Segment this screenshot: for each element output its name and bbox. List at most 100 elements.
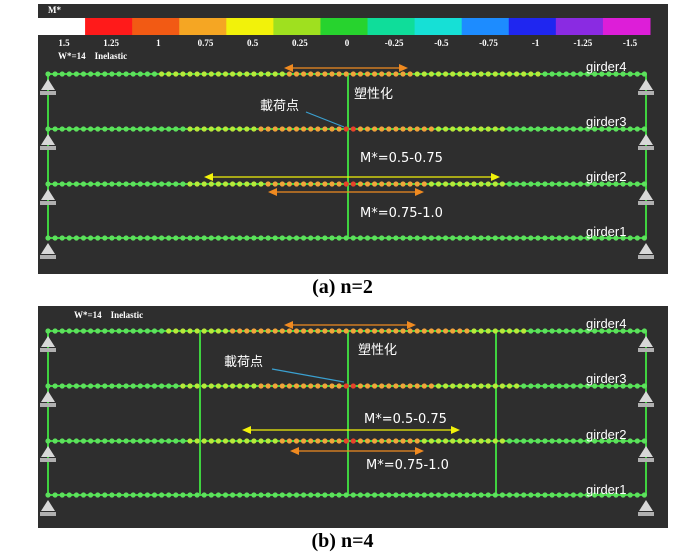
girder-node: [95, 181, 101, 187]
girder-node: [435, 438, 442, 444]
girder-node: [435, 492, 442, 498]
girder-node: [116, 438, 122, 444]
girder-node: [528, 328, 534, 334]
girder-node: [485, 235, 491, 241]
girder-node: [194, 492, 200, 498]
girder-node: [350, 181, 356, 187]
girder-node: [130, 71, 136, 77]
girder-node: [187, 181, 193, 187]
girder-node: [407, 235, 413, 241]
girder-node: [563, 383, 569, 389]
legend-swatch: [179, 18, 227, 35]
girder-node: [45, 438, 51, 444]
girder-node: [159, 383, 165, 389]
girder-node: [45, 235, 51, 241]
girder-node: [372, 438, 378, 444]
girder-node: [613, 383, 619, 389]
girder-node: [201, 71, 207, 77]
support-base-icon: [638, 255, 654, 259]
girder-node: [173, 492, 179, 498]
girder-node: [201, 492, 207, 498]
girder-node: [52, 126, 58, 132]
girder-node: [329, 328, 335, 334]
girder-node: [244, 328, 250, 334]
girder-node: [499, 383, 505, 389]
girder-node: [230, 126, 236, 132]
girder-node: [215, 328, 221, 334]
legend-tick-label: 0.75: [198, 38, 214, 48]
girder-node: [585, 126, 591, 132]
girder-node: [130, 438, 136, 444]
girder-node: [109, 492, 115, 498]
girder-node: [52, 181, 58, 187]
legend-tick-label: -0.25: [385, 38, 404, 48]
girder-node: [471, 438, 477, 444]
girder-node: [265, 235, 271, 241]
girder-node: [620, 328, 626, 334]
girder-node: [542, 71, 548, 77]
girder-node: [641, 328, 648, 334]
girder-node: [308, 492, 314, 498]
girder-node: [88, 383, 94, 389]
girder-node: [180, 492, 186, 498]
girder-node: [258, 235, 264, 241]
girder-node: [393, 438, 399, 444]
girder-node: [443, 383, 449, 389]
girder-node: [443, 328, 449, 334]
girder-node: [272, 383, 278, 389]
girder-node: [499, 492, 505, 498]
girder-node: [464, 71, 470, 77]
legend-swatch: [414, 18, 463, 35]
plastic-label: 塑性化: [354, 87, 393, 102]
girder-node: [386, 71, 392, 77]
girder-node: [180, 438, 186, 444]
girder-node: [144, 181, 150, 187]
girder-node: [428, 181, 434, 187]
color-legend: 1.5 1.25 1 0.75 0.5 0.25 0 -0.25 -0.5 -0.75 -1 -1.2…: [38, 18, 651, 48]
girder-node: [59, 181, 65, 187]
girder-node: [613, 438, 619, 444]
legend-swatch: [320, 18, 369, 35]
panel-info-label: W*=14 Inelastic: [58, 51, 127, 61]
girder-node: [343, 492, 349, 498]
girder-node: [45, 181, 51, 187]
girder-node: [166, 126, 172, 132]
girder-node: [173, 126, 179, 132]
girder-node: [258, 71, 264, 77]
girder-node: [52, 438, 58, 444]
girder-node: [166, 235, 172, 241]
girder-node: [258, 126, 264, 132]
girder-node: [95, 492, 101, 498]
girder-node: [215, 235, 221, 241]
girder-node: [478, 235, 484, 241]
support-base-icon: [40, 403, 56, 407]
arrow-head-right-icon: [407, 321, 416, 329]
girder-node: [592, 71, 598, 77]
girder-node: [585, 328, 591, 334]
girder-node: [506, 71, 513, 77]
girder-node: [123, 492, 129, 498]
girder-node: [492, 181, 498, 187]
girder-node: [428, 126, 434, 132]
girder-node: [549, 492, 555, 498]
girder-node: [641, 71, 648, 77]
girder-node: [570, 235, 577, 241]
girder-node: [464, 438, 470, 444]
girder-node: [109, 235, 115, 241]
girder-node: [315, 438, 321, 444]
support-triangle-icon: [639, 243, 653, 254]
girder-node: [592, 383, 598, 389]
girder-node: [421, 492, 427, 498]
girder-node: [613, 235, 619, 241]
girder-node: [450, 383, 456, 389]
girder-node: [336, 492, 342, 498]
legend-swatch: [38, 18, 86, 35]
girder-node: [478, 328, 484, 334]
girder-node: [585, 383, 591, 389]
girder-node: [386, 328, 392, 334]
girder-node: [457, 126, 463, 132]
girder-node: [336, 126, 342, 132]
girder-node: [230, 328, 236, 334]
arrow-head-right-icon: [451, 426, 460, 434]
girder-node: [144, 235, 150, 241]
